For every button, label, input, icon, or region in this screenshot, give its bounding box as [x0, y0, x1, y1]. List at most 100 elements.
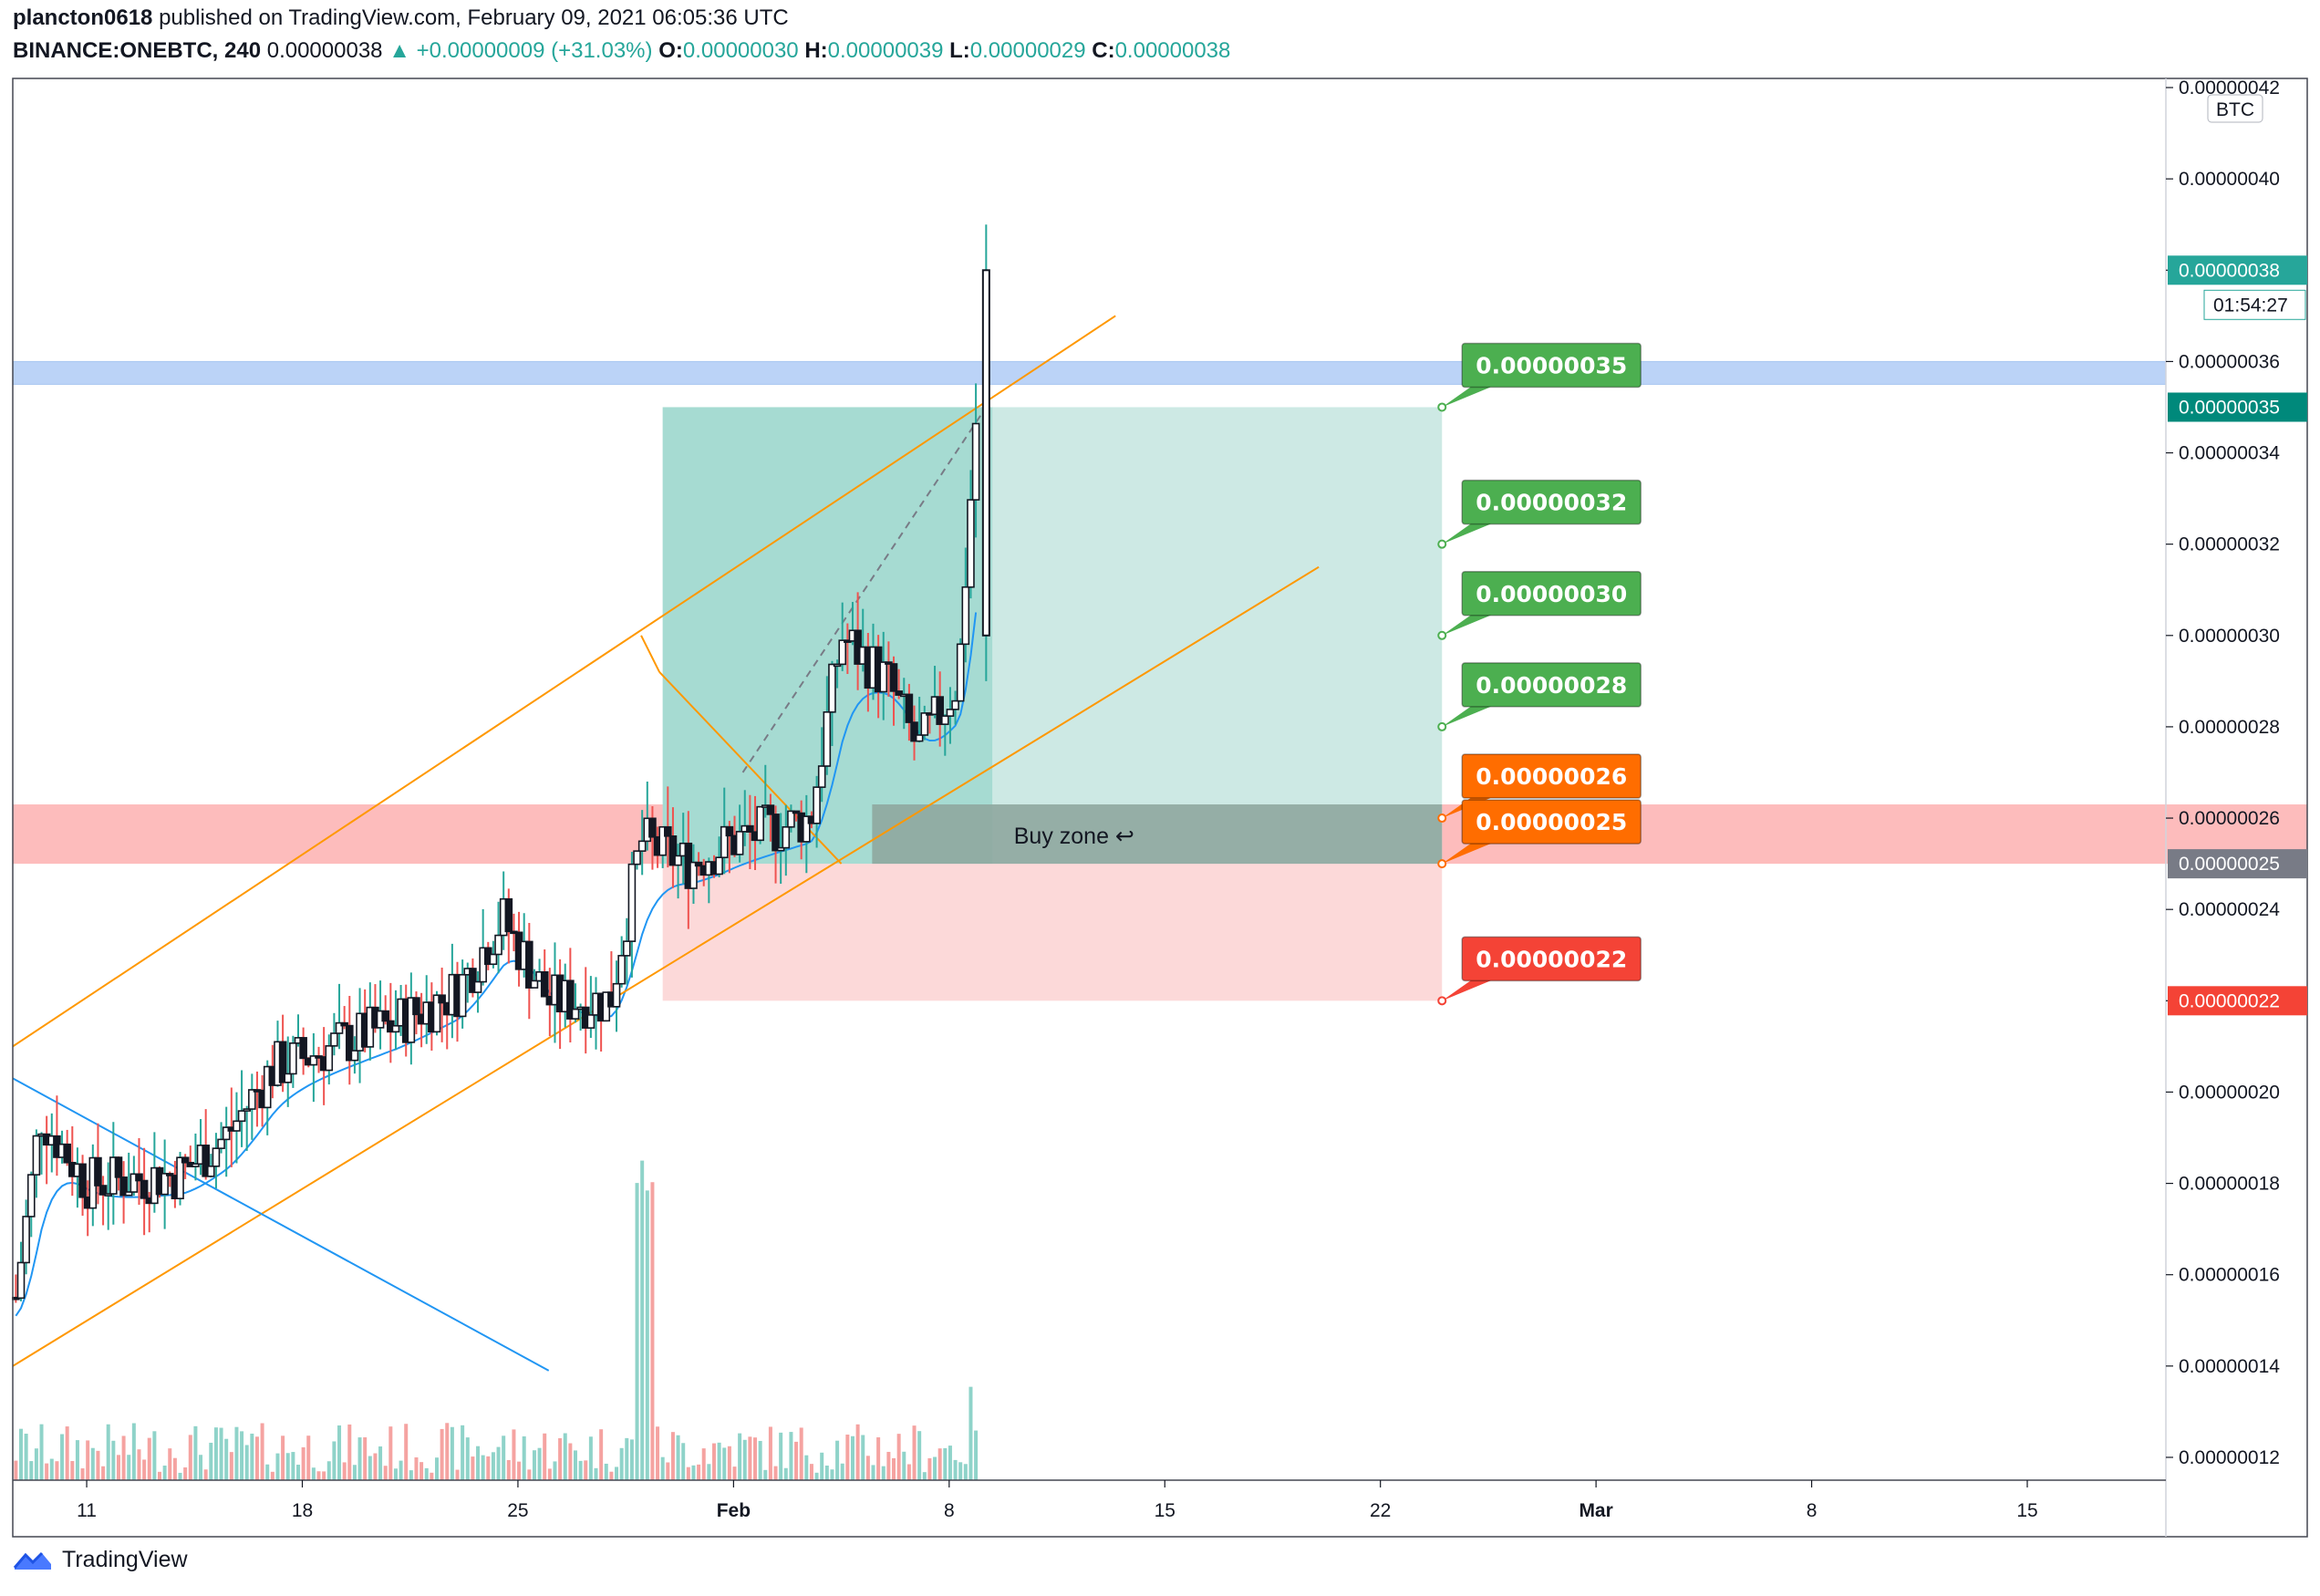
- candle-body: [772, 814, 780, 852]
- target-label-box[interactable]: [1461, 342, 1642, 389]
- x-tick-label: 11: [77, 1500, 97, 1521]
- candle-body: [766, 804, 775, 815]
- volume-bar: [850, 1435, 854, 1480]
- target-label-pointer: [1442, 613, 1496, 636]
- volume-bar: [137, 1449, 141, 1480]
- volume-bar: [393, 1468, 398, 1480]
- volume-bar: [188, 1435, 192, 1480]
- stop-label-box[interactable]: [1461, 936, 1642, 982]
- up-arrow-icon: ▲: [388, 38, 410, 63]
- currency-badge[interactable]: [2207, 94, 2263, 123]
- volume-bar: [270, 1471, 274, 1480]
- volume-bar: [131, 1423, 136, 1480]
- volume-bar: [209, 1442, 213, 1480]
- tradingview-icon: [13, 1551, 51, 1570]
- axes-layer: 0.00000042 0.00000040 0.00000038 0.00000036…: [12, 78, 2308, 1538]
- volume-bar: [275, 1453, 280, 1480]
- volume-bar: [378, 1446, 383, 1480]
- x-tick-label: 8: [1807, 1500, 1818, 1521]
- volume-bar: [254, 1436, 259, 1480]
- volume-bar: [147, 1437, 151, 1480]
- candle-body: [432, 994, 441, 1033]
- x-tick-label: Feb: [717, 1500, 751, 1521]
- target-label-box[interactable]: [1461, 571, 1642, 617]
- low-value: 0.00000029: [969, 38, 1086, 63]
- y-tick-label: 0.00000030: [2179, 626, 2280, 647]
- tradingview-logo[interactable]: TradingView: [13, 1547, 188, 1573]
- volume-bar: [896, 1434, 901, 1480]
- candle-body: [237, 1110, 246, 1123]
- candle-body: [135, 1173, 143, 1182]
- candle-body: [566, 979, 575, 1020]
- volume-bar: [701, 1448, 706, 1480]
- volume-bar: [199, 1455, 203, 1480]
- candle-body: [340, 1021, 348, 1027]
- volume-bar: [75, 1440, 79, 1480]
- candle-body: [658, 825, 667, 856]
- volume-bar: [481, 1455, 485, 1480]
- entry-label-anchor: [1437, 814, 1447, 824]
- y-tick-label: 0.00000012: [2179, 1447, 2280, 1468]
- target-label-anchor: [1437, 630, 1447, 640]
- symbol-name[interactable]: BINANCE:ONEBTC, 240: [13, 38, 262, 63]
- volume-bar: [609, 1471, 614, 1480]
- candle-body: [946, 709, 955, 717]
- target-label-box[interactable]: [1461, 662, 1642, 708]
- volume-bar: [968, 1386, 973, 1480]
- candle-body: [612, 982, 621, 1008]
- entry-label-box[interactable]: [1461, 799, 1642, 845]
- volume-bar: [717, 1442, 721, 1480]
- candle-body: [22, 1216, 30, 1264]
- candle-body: [905, 693, 914, 723]
- target-label-anchor: [1437, 721, 1447, 731]
- volume-bar: [830, 1469, 834, 1480]
- candle-body: [222, 1126, 231, 1141]
- publisher-name[interactable]: plancton0618: [13, 5, 153, 30]
- candle-body: [586, 1014, 596, 1029]
- candle-body: [206, 1166, 215, 1177]
- volume-bar: [486, 1456, 491, 1480]
- open-value: 0.00000030: [682, 38, 799, 63]
- target-label-anchor: [1437, 402, 1447, 412]
- entry-label-box[interactable]: [1461, 753, 1642, 799]
- volume-bar: [871, 1465, 875, 1480]
- volume-bar: [666, 1462, 670, 1480]
- candle-body: [782, 825, 791, 849]
- target-label-box[interactable]: [1461, 479, 1642, 525]
- volume-bar: [285, 1453, 290, 1480]
- candle-body: [637, 840, 647, 852]
- y-tick-label: 0.00000024: [2179, 899, 2280, 920]
- candle-body: [278, 1041, 287, 1083]
- volume-bar: [373, 1453, 378, 1480]
- volume-bar: [39, 1424, 44, 1480]
- candle-body: [694, 861, 703, 867]
- volume-bar: [363, 1437, 368, 1480]
- volume-bar: [547, 1468, 552, 1480]
- target-label-text: 0.00000035: [1476, 352, 1627, 378]
- volume-bar: [29, 1461, 34, 1480]
- volume-bar: [619, 1447, 624, 1480]
- y-tick-label: 0.00000042: [2179, 78, 2280, 98]
- candle-body: [473, 980, 482, 993]
- volume-bar: [347, 1424, 352, 1480]
- volume-bar: [763, 1469, 768, 1480]
- low-label: L:: [949, 38, 970, 63]
- target-label-text: 0.00000028: [1476, 672, 1627, 699]
- volume-bar: [943, 1447, 948, 1480]
- candle-body: [350, 1050, 359, 1062]
- candle-body: [936, 696, 944, 725]
- volume-bar: [142, 1459, 147, 1480]
- volume-bar: [543, 1433, 547, 1480]
- wedge-line-b: [658, 671, 843, 865]
- candle-body: [299, 1037, 307, 1060]
- candle-body: [391, 1024, 400, 1033]
- volume-bar: [399, 1460, 403, 1480]
- volume-bar: [912, 1425, 917, 1480]
- volume-bar: [316, 1471, 321, 1480]
- volume-bar: [471, 1456, 475, 1480]
- candle-body: [879, 661, 888, 693]
- volume-bar: [240, 1431, 244, 1480]
- candle-body: [140, 1179, 149, 1199]
- y-tick-label: 0.00000020: [2179, 1082, 2280, 1103]
